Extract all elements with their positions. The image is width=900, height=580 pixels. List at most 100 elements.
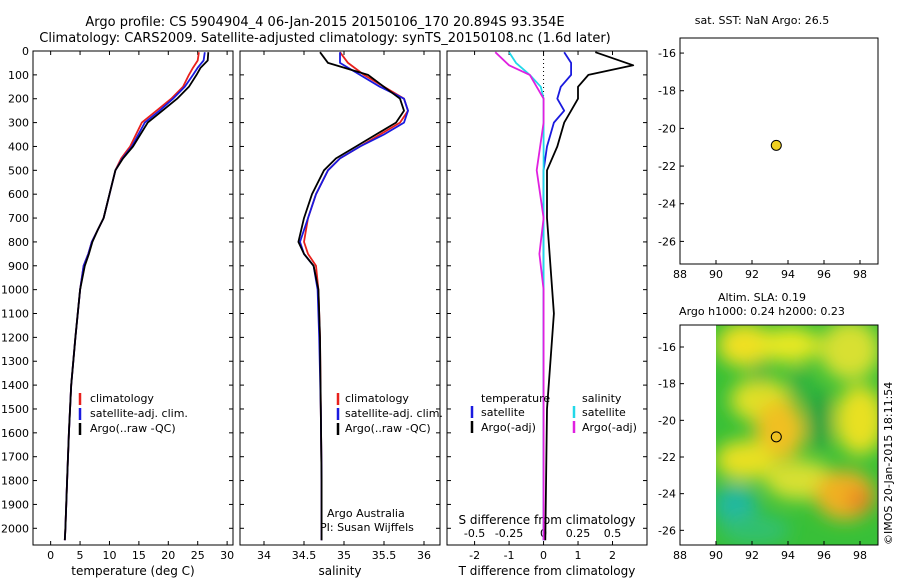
x-axis-label: temperature (deg C) — [71, 564, 194, 578]
y-tick-label: 2000 — [1, 522, 29, 535]
legend-label-climatology: climatology — [345, 392, 409, 405]
axes-frame — [32, 50, 234, 546]
x-tick-label: 10 — [102, 549, 116, 562]
y-tick-label: -26 — [658, 524, 676, 537]
salinity-legend: climatology satellite-adj. clim. Argo(..… — [320, 392, 443, 534]
x-tick-label: 90 — [709, 268, 723, 281]
x-tick-label: 20 — [161, 549, 175, 562]
temperature-legend: climatology satellite-adj. clim. Argo(..… — [78, 392, 188, 435]
x-tick-label: 88 — [673, 268, 687, 281]
x-tick-label: 96 — [817, 549, 831, 562]
x-tick-label: 15 — [132, 549, 146, 562]
x-axis-label: salinity — [318, 564, 361, 578]
y-tick-label: 1500 — [1, 403, 29, 416]
x-tick-label: 96 — [817, 268, 831, 281]
x-tick-label: 34 — [257, 549, 271, 562]
x-tick-label: 34.5 — [292, 549, 317, 562]
difference-panel: -2 -1 0 1 2 T difference from climatology -0.5… — [446, 50, 648, 578]
series-line-salinity-satellite — [508, 51, 545, 541]
x-tick-label-s: -0.25 — [495, 527, 523, 540]
figure-title-line2: Climatology: CARS2009. Satellite-adjuste… — [39, 31, 611, 46]
series-line-satellite-adj-clim- — [63, 52, 206, 541]
x-tick-label-s: 0.5 — [604, 527, 622, 540]
legend-label-argo: Argo(..raw -QC) — [90, 422, 176, 435]
x-tick-label: 94 — [781, 268, 795, 281]
series-line-argo-raw-qc- — [63, 52, 210, 541]
sla-title-line1: Altim. SLA: 0.19 — [718, 291, 806, 304]
difference-legend: temperature satellite Argo(-adj) salinit… — [470, 392, 637, 434]
x-axis-label: T difference from climatology — [458, 564, 636, 578]
x-tick-label: 1 — [575, 549, 582, 562]
series-line-salinity-argo-adj- — [494, 51, 545, 541]
y-tick-label: 400 — [8, 140, 29, 153]
sla-title-line2: Argo h1000: 0.24 h2000: 0.23 — [679, 305, 845, 318]
figure-title-line1: Argo profile: CS 5904904_4 06-Jan-2015 2… — [85, 15, 564, 30]
series-line-argo-raw-qc- — [297, 51, 405, 541]
x-axis-label-top: S difference from climatology — [459, 513, 636, 527]
y-tick-label: -16 — [658, 341, 676, 354]
legend-label-s-argo: Argo(-adj) — [582, 421, 637, 434]
y-tick-label: 100 — [8, 69, 29, 82]
y-tick-label: 300 — [8, 117, 29, 130]
y-tick-label: -26 — [658, 235, 676, 248]
sla-blob — [716, 485, 757, 525]
axes-frame — [239, 50, 441, 546]
x-tick-label: 92 — [745, 549, 759, 562]
float-location-marker — [770, 139, 782, 151]
y-tick-label: 1300 — [1, 355, 29, 368]
y-tick-label: -18 — [658, 85, 676, 98]
x-tick-label: 35.5 — [372, 549, 397, 562]
x-tick-label: 98 — [853, 268, 867, 281]
y-tick-label: -24 — [658, 488, 676, 501]
y-tick-label: 1600 — [1, 427, 29, 440]
x-tick-label: 25 — [191, 549, 205, 562]
legend-label-argo: Argo(..raw -QC) — [345, 422, 431, 435]
sla-blob — [755, 400, 805, 460]
legend-label-satellite: satellite-adj. clim. — [345, 407, 443, 420]
y-tick-label: -20 — [658, 414, 676, 427]
x-tick-label: -2 — [469, 549, 480, 562]
series-line-climatology — [63, 52, 200, 541]
y-tick-label: -22 — [658, 451, 676, 464]
x-tick-label: 98 — [853, 549, 867, 562]
sla-blob — [790, 367, 810, 403]
y-tick-label: 800 — [8, 236, 29, 249]
sla-blob — [752, 360, 768, 384]
y-tick-label: -20 — [658, 122, 676, 135]
x-tick-label: 92 — [745, 268, 759, 281]
annotation-argo-australia: Argo Australia — [327, 507, 405, 520]
temperature-panel: 0100200300400500600700800900100011001200… — [1, 45, 234, 578]
y-tick-label: -24 — [658, 198, 676, 211]
y-tick-label: 0 — [22, 45, 29, 58]
legend-label-climatology: climatology — [90, 392, 154, 405]
y-tick-label: -18 — [658, 378, 676, 391]
x-tick-label: 5 — [77, 549, 84, 562]
x-tick-label: 0 — [540, 549, 547, 562]
x-tick-label: 30 — [220, 549, 234, 562]
legend-label-t-satellite: satellite — [481, 406, 525, 419]
credit-label: ©IMOS 20-Jan-2015 18:11:54 — [882, 382, 895, 545]
annotation-pi: PI: Susan Wijffels — [320, 521, 414, 534]
x-tick-label: 94 — [781, 549, 795, 562]
y-tick-label: 500 — [8, 164, 29, 177]
float-location-marker — [770, 431, 782, 443]
y-tick-label: -16 — [658, 47, 676, 60]
legend-title-temperature: temperature — [481, 392, 550, 405]
x-tick-label: 35 — [337, 549, 351, 562]
x-tick-label: 90 — [709, 549, 723, 562]
sla-map-panel: 88 90 92 94 96 98 -16 -18 -20 -22 -24 -26 — [658, 324, 879, 562]
y-tick-label: 1700 — [1, 451, 29, 464]
sla-blob — [835, 385, 878, 455]
x-tick-label: -1 — [504, 549, 515, 562]
x-tick-label-s: -0.5 — [464, 527, 485, 540]
series-line-temperature-argo-adj- — [544, 51, 635, 541]
y-tick-label: 1800 — [1, 475, 29, 488]
x-tick-label: 0 — [47, 549, 54, 562]
axes-frame — [679, 37, 879, 265]
x-tick-label: 2 — [609, 549, 616, 562]
y-tick-label: 1200 — [1, 331, 29, 344]
sla-blob — [720, 515, 790, 545]
sla-blob — [848, 488, 872, 512]
sla-blob — [820, 325, 878, 380]
